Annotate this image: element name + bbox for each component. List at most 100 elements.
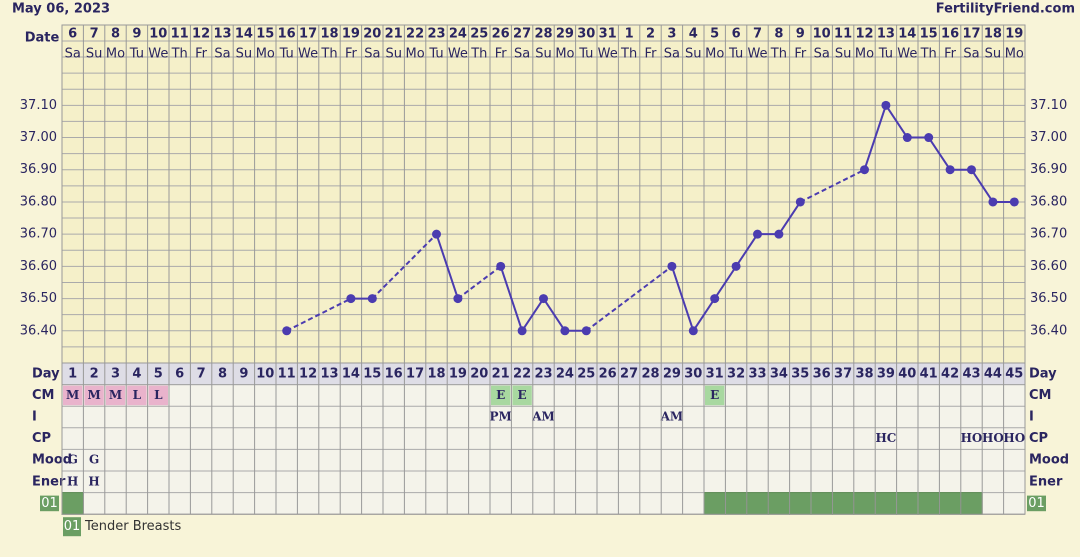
day-label: Day	[1029, 366, 1057, 381]
date-label: 30	[577, 27, 595, 42]
row-label: I	[32, 410, 37, 425]
cell-text: G	[89, 453, 99, 467]
day-number: 37	[834, 366, 852, 381]
date-label: 23	[427, 27, 445, 42]
row-label: Mood	[32, 453, 72, 468]
weekday-label: Sa	[814, 47, 830, 62]
date-label: 2	[646, 27, 655, 42]
day-number: 23	[534, 366, 552, 381]
day-number: 32	[727, 366, 745, 381]
y-tick-label: 36.90	[1030, 162, 1067, 177]
date-label: 14	[898, 27, 916, 42]
date-label: 7	[753, 27, 762, 42]
row-label: CM	[1029, 388, 1051, 403]
temperature-point	[860, 165, 869, 175]
day-number: 20	[470, 366, 488, 381]
date-label: 12	[192, 27, 210, 42]
day-number: 16	[385, 366, 403, 381]
weekday-label: Mo	[1005, 47, 1024, 62]
day-number: 45	[1005, 366, 1023, 381]
temperature-point	[967, 165, 976, 175]
date-label: 19	[1005, 27, 1023, 42]
weekday-label: Su	[685, 47, 702, 62]
temperature-line	[435, 233, 459, 299]
day-number: 13	[320, 366, 338, 381]
cell-text: M	[109, 388, 122, 402]
day-number: 39	[877, 366, 895, 381]
legend-code-box	[63, 517, 81, 537]
cell-text: AM	[531, 410, 555, 424]
weekday-label: Th	[320, 47, 337, 62]
y-tick-label: 37.10	[20, 98, 57, 113]
date-label: 5	[710, 27, 719, 42]
symptom-cell	[724, 492, 748, 515]
date-label: 4	[689, 27, 698, 42]
temperature-line	[927, 136, 951, 171]
weekday-label: Th	[470, 47, 487, 62]
y-tick-label: 36.40	[20, 323, 57, 338]
day-number: 12	[299, 366, 317, 381]
date-label: 9	[132, 27, 141, 42]
cell-text: HC	[875, 431, 896, 445]
day-number: 43	[962, 366, 980, 381]
symptom-cell	[960, 492, 983, 515]
temperature-point	[667, 261, 677, 271]
date-label: 11	[834, 27, 852, 42]
y-tick-label: 37.00	[20, 130, 57, 145]
cell-text: M	[87, 388, 100, 402]
cell-text: M	[66, 388, 79, 402]
date-label: 15	[920, 27, 938, 42]
weekday-label: Tu	[279, 47, 294, 62]
temperature-point	[688, 326, 698, 336]
weekday-label: Fr	[645, 47, 658, 62]
date-label: 22	[406, 27, 424, 42]
temperature-point	[945, 165, 955, 175]
cell-text: AM	[660, 410, 684, 424]
y-tick-label: 36.50	[20, 291, 57, 306]
weekday-label: Mo	[106, 47, 125, 62]
date-label: 25	[470, 27, 488, 42]
symptom-cell	[746, 492, 769, 515]
date-label: 10	[149, 27, 167, 42]
temperature-point	[453, 294, 463, 304]
y-tick-label: 36.70	[20, 227, 57, 242]
temperature-line-dashed	[457, 265, 502, 300]
weekday-label: We	[897, 47, 917, 62]
symptom-cell	[810, 492, 833, 515]
temperature-line-dashed	[371, 233, 438, 300]
date-label: 29	[556, 27, 574, 42]
weekday-label: Mo	[555, 47, 574, 62]
y-tick-label: 37.00	[1030, 130, 1067, 145]
weekday-label: Mo	[406, 47, 425, 62]
day-number: 1	[68, 366, 77, 381]
weekday-label: Fr	[944, 47, 957, 62]
temperature-point	[902, 133, 912, 143]
row-label: Ener	[1029, 474, 1063, 489]
symptom-code-box	[40, 495, 59, 512]
cell-fill	[127, 385, 147, 406]
date-label: 20	[363, 27, 381, 42]
temperature-point	[581, 326, 591, 336]
day-label: Day	[32, 366, 60, 381]
day-number: 30	[684, 366, 702, 381]
weekday-label: Tu	[129, 47, 144, 62]
cell-text: H	[88, 474, 99, 488]
weekday-label: Th	[920, 47, 937, 62]
temperature-point	[539, 294, 548, 304]
weekday-label: Fr	[794, 47, 807, 62]
cell-text: E	[710, 388, 719, 402]
date-label: 14	[235, 27, 253, 42]
cell-fill	[512, 385, 532, 406]
weekday-label: Su	[535, 47, 552, 62]
date-label: 18	[984, 27, 1002, 42]
weekday-label: Su	[835, 47, 852, 62]
weekday-label: Su	[86, 47, 103, 62]
weekday-label: Mo	[855, 47, 874, 62]
temperature-point	[560, 326, 570, 336]
day-number: 24	[556, 366, 574, 381]
cell-text: E	[496, 388, 505, 402]
cell-text: E	[518, 388, 527, 402]
symptom-code: 01	[41, 496, 58, 511]
temperature-point	[367, 294, 377, 304]
y-tick-label: 36.60	[20, 259, 57, 274]
